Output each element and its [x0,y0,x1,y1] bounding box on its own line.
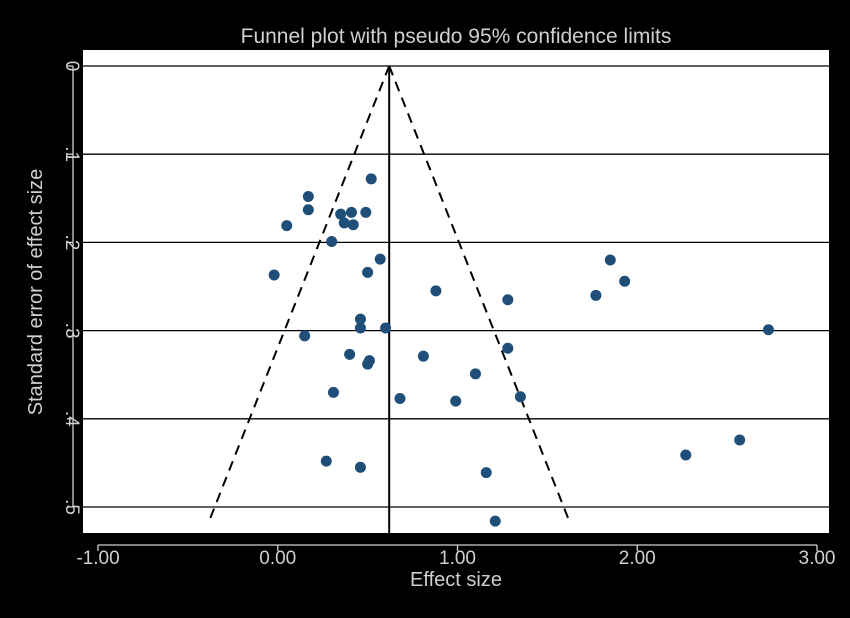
data-points [268,173,774,527]
data-point-11 [604,254,616,266]
data-point-37 [480,467,492,479]
data-point-33 [734,434,746,446]
x-tick-label-1: 0.00 [259,548,296,569]
plot-area [83,50,829,533]
data-point-0 [365,173,377,185]
x-tick-label-4: 3.00 [799,548,836,569]
data-point-23 [502,342,514,354]
data-point-2 [302,204,314,216]
y-tick-label-4: .4 [61,411,82,427]
data-point-24 [344,348,356,360]
data-point-35 [320,455,332,467]
data-point-22 [299,330,311,342]
data-point-4 [345,206,357,218]
data-point-10 [374,253,386,265]
y-tick-label-2: .2 [61,234,82,250]
data-point-14 [619,275,631,287]
lower-confidence-limit [208,65,391,521]
data-point-9 [326,236,338,248]
x-tick-label-3: 2.00 [619,548,656,569]
data-point-6 [338,217,350,229]
data-point-18 [354,313,366,325]
data-point-31 [450,395,462,407]
gridlines [83,65,829,508]
x-axis-label: Effect size [410,569,502,591]
data-point-15 [430,285,442,297]
data-point-25 [417,350,429,362]
data-point-13 [362,266,374,278]
chart-title: Funnel plot with pseudo 95% confidence l… [241,25,672,48]
upper-confidence-limit [388,65,570,521]
data-point-28 [469,368,481,380]
data-point-38 [489,515,501,527]
x-tick-label-0: -1.00 [76,548,119,569]
data-point-32 [514,391,526,403]
data-point-16 [590,289,602,301]
data-point-21 [762,324,774,336]
data-point-27 [362,358,374,370]
y-tick-label-3: .3 [61,323,82,339]
data-point-29 [327,386,339,398]
data-point-8 [281,220,293,232]
data-point-19 [354,322,366,334]
data-point-20 [380,322,392,334]
funnel-lines [208,65,570,533]
data-point-1 [302,191,314,203]
y-tick-label-0: 0 [61,61,82,72]
data-point-30 [394,393,406,405]
y-tick-label-1: .1 [61,146,82,162]
x-axis: -1.00 0.00 1.00 2.00 3.00 [76,544,836,569]
data-point-36 [354,461,366,473]
data-point-3 [335,208,347,220]
x-tick-label-2: 1.00 [439,548,476,569]
y-tick-label-5: .5 [61,499,82,515]
data-point-12 [268,269,280,281]
y-axis: 0 .1 .2 .3 .4 .5 [61,61,82,515]
data-point-7 [347,219,359,231]
y-axis-label: Standard error of effect size [25,169,47,415]
data-point-17 [502,294,514,306]
data-point-5 [360,206,372,218]
data-point-34 [680,449,692,461]
